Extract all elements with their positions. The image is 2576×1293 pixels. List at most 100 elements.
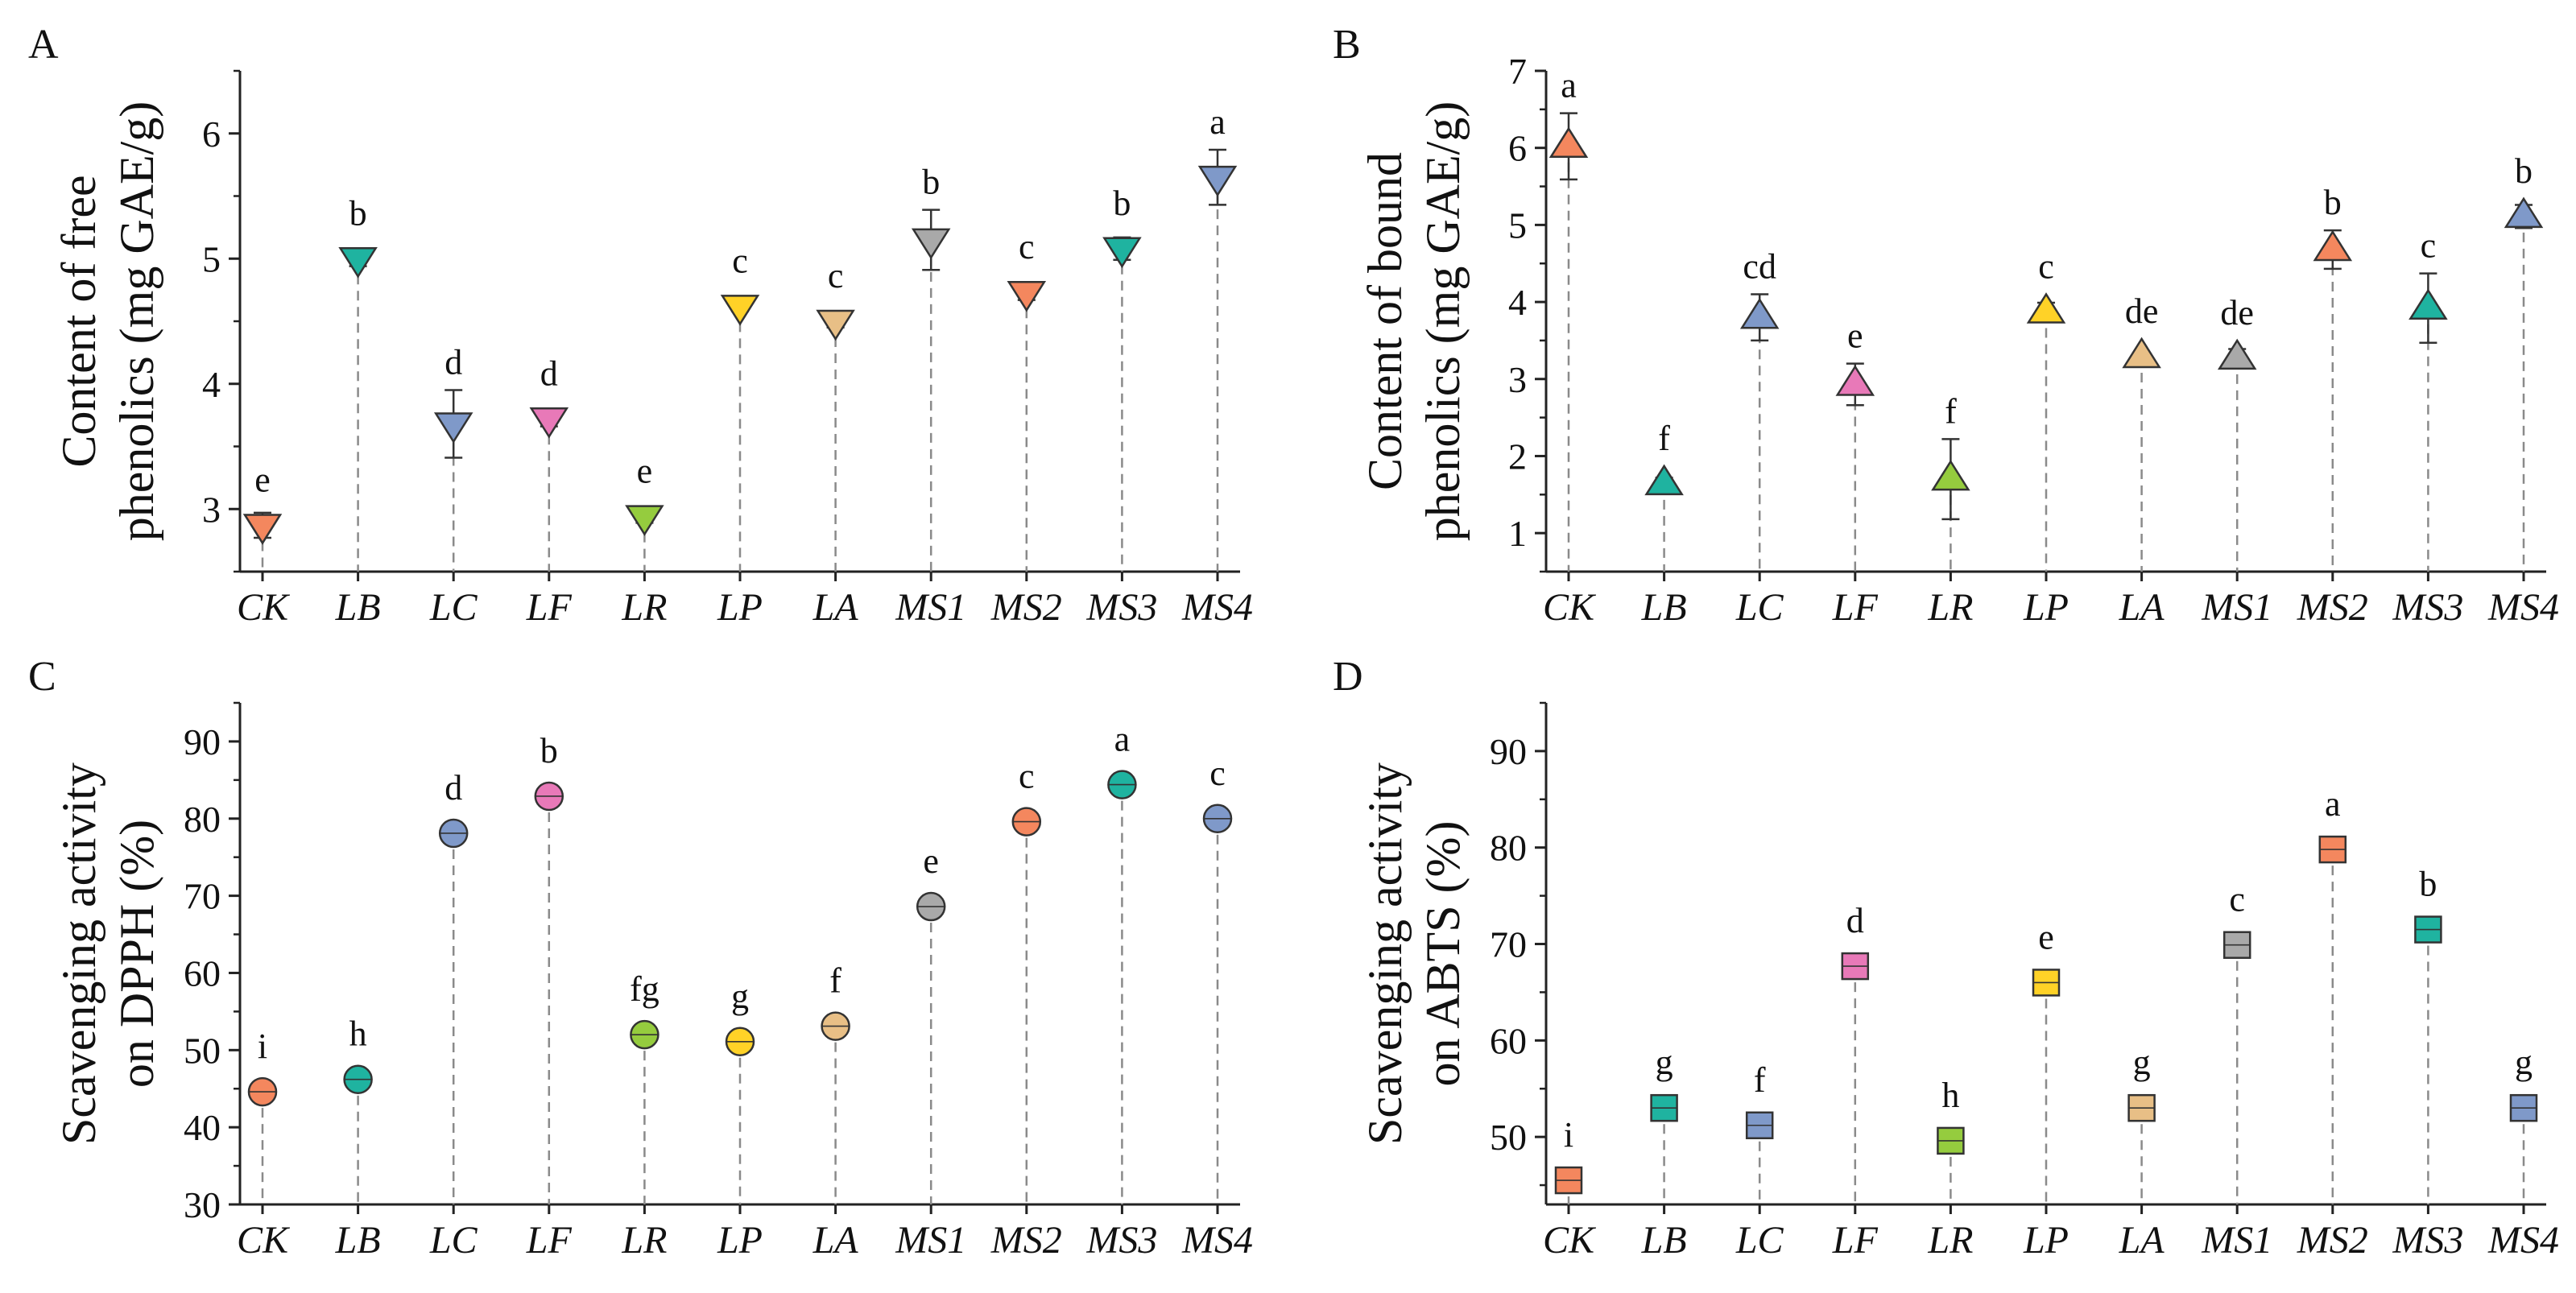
x-tick-label: MS1 [895,1219,966,1262]
data-point: MS3 c [2392,226,2463,629]
y-tick-label: 4 [1508,282,1527,323]
x-tick-label: LR [621,586,667,629]
data-point: CK a [1543,66,1597,629]
y-tick-label: 3 [1508,359,1527,400]
x-tick-label: MS2 [2297,586,2368,629]
x-tick-label: MS3 [2392,586,2463,629]
x-tick-label: MS1 [2201,586,2272,629]
data-point: LF b [526,731,573,1262]
x-tick-label: MS2 [990,586,1062,629]
data-point-marker [2122,337,2161,369]
significance-letter: e [2038,917,2054,956]
significance-letter: c [732,241,748,280]
significance-letter: a [1114,720,1131,759]
data-point-marker [720,295,760,326]
significance-letter: i [258,1027,267,1066]
x-tick-label: CK [237,586,291,629]
x-tick-label: LB [1641,586,1687,629]
data-point: LC d [429,768,478,1262]
data-point: LR fg [621,969,667,1262]
y-tick-label: 70 [1490,924,1527,965]
data-point: LR e [621,452,667,629]
x-tick-label: LB [335,586,381,629]
x-tick-label: MS3 [1085,586,1157,629]
data-point-marker [1739,297,1780,329]
significance-letter: f [1658,419,1670,458]
x-tick-label: LP [2023,1219,2069,1262]
x-tick-label: MS3 [1085,1219,1157,1262]
x-tick-label: CK [237,1219,291,1262]
data-point: LR f [1927,391,1973,629]
data-point: LP g [717,977,763,1262]
data-point: CK e [237,460,291,629]
data-point: MS1 e [895,841,966,1262]
data-point-marker [2313,229,2353,262]
significance-letter: e [1847,316,1863,356]
data-point-marker [625,505,664,536]
significance-letter: d [1846,901,1864,940]
significance-letter: g [1656,1043,1673,1082]
data-point: MS4 b [2487,151,2559,629]
data-point: LB f [1641,419,1687,629]
y-tick-label: 80 [1490,828,1527,869]
x-tick-label: LC [1735,1219,1784,1262]
x-tick-label: LR [1927,586,1973,629]
data-point-marker [2409,288,2448,320]
data-point: LF d [1832,901,1879,1262]
data-point-marker [1007,280,1047,312]
data-point: MS3 a [1085,720,1157,1262]
data-point-marker [1931,459,1970,491]
x-tick-label: MS2 [2297,1219,2368,1262]
data-point: LC d [429,343,478,629]
data-point-marker [1548,126,1589,159]
x-tick-label: CK [1543,586,1597,629]
data-point: MS4 a [1181,102,1253,629]
significance-letter: b [2324,183,2342,222]
y-axis-label-line: Scavenging activity [52,762,105,1145]
significance-letter: b [2515,151,2533,191]
y-tick-label: 80 [184,799,221,840]
y-axis-label-line: Content of bound [1358,152,1412,490]
data-point: LF d [526,353,573,629]
y-axis-label: Content of free phenolics (mg GAE/g) [52,101,163,542]
data-point: LR h [1927,1076,1973,1262]
y-axis-label-line: phenolics (mg GAE/g) [110,101,163,542]
data-point-marker [2504,196,2544,229]
significance-letter: de [2220,293,2254,333]
data-point: MS2 a [2297,784,2368,1262]
x-tick-label: CK [1543,1219,1597,1262]
x-tick-label: LR [1927,1219,1973,1262]
x-tick-label: LR [621,1219,667,1262]
x-tick-label: LA [812,1219,859,1262]
significance-letter: c [1019,757,1035,796]
data-point-marker [911,228,951,260]
data-point: MS4 g [2487,1043,2559,1262]
significance-letter: c [2421,226,2437,266]
data-point-marker [242,514,283,545]
significance-letter: a [1561,66,1577,105]
y-tick-label: 30 [184,1184,221,1225]
x-tick-label: LF [526,1219,573,1262]
significance-letter: f [1945,391,1957,431]
data-point: LP c [2023,247,2069,629]
data-point: MS4 c [1181,754,1253,1262]
significance-letter: e [923,841,939,881]
significance-letter: d [444,343,462,382]
data-point-marker [1835,365,1875,396]
data-point: MS3 b [2392,865,2463,1262]
y-axis-label: Scavenging activity on DPPH (%) [52,762,163,1145]
significance-letter: b [1113,184,1131,223]
y-tick-label: 90 [184,721,221,762]
y-axis-label-line: on ABTS (%) [1416,821,1470,1087]
x-tick-label: LF [1832,1219,1879,1262]
data-point: MS2 c [990,757,1062,1262]
data-point-marker [816,309,855,341]
x-tick-label: LC [429,586,478,629]
x-tick-label: LA [2119,586,2165,629]
data-point: LB h [335,1014,381,1262]
data-point-marker [2217,338,2257,370]
x-tick-label: MS4 [2487,586,2559,629]
panel-c: C 30 40 50 60 70 80 90 Scavenging activity on DPP… [28,654,1253,1262]
y-tick-label: 2 [1508,436,1527,477]
